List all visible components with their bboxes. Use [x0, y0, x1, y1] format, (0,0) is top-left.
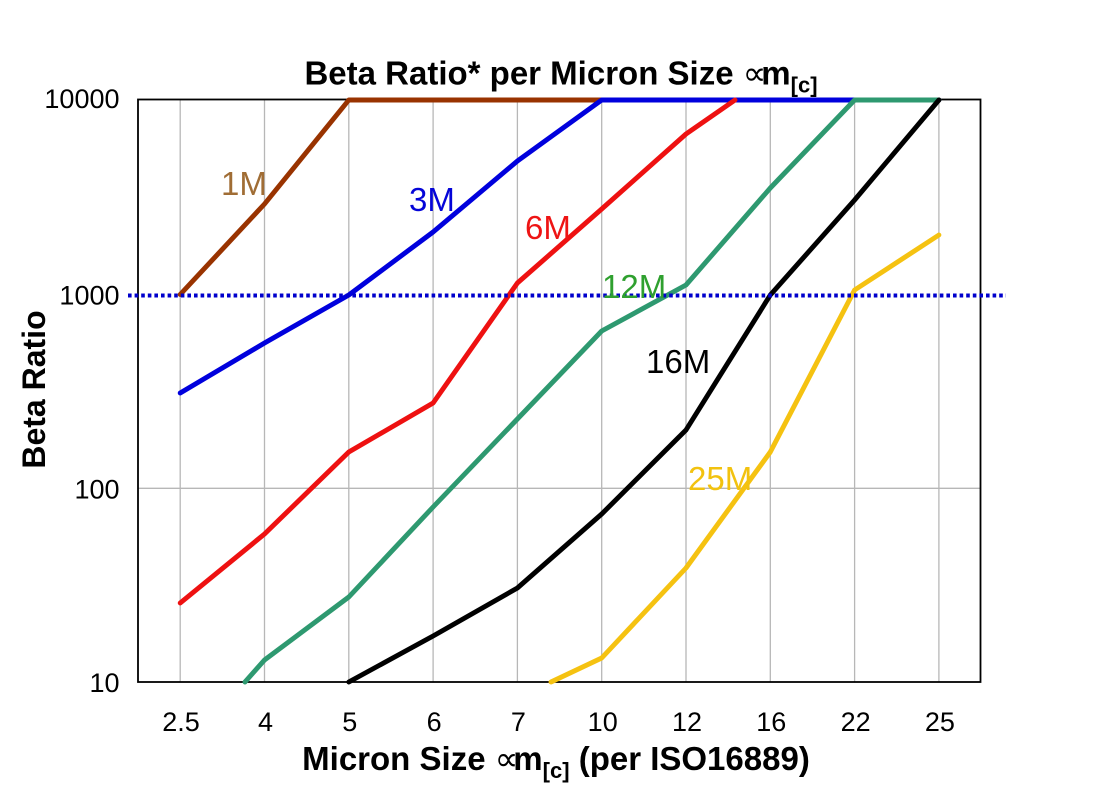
svg-text:12M: 12M [602, 268, 666, 305]
svg-text:Beta Ratio* per Micron Size ∝m: Beta Ratio* per Micron Size ∝m[c] [304, 55, 817, 98]
svg-text:16M: 16M [646, 343, 710, 380]
svg-text:22: 22 [841, 707, 871, 737]
svg-text:6M: 6M [525, 209, 571, 246]
svg-text:7: 7 [511, 707, 526, 737]
svg-text:100: 100 [74, 474, 119, 504]
svg-text:10000: 10000 [44, 84, 119, 114]
svg-text:25: 25 [925, 707, 955, 737]
svg-text:1000: 1000 [59, 281, 119, 311]
svg-text:2.5: 2.5 [162, 707, 200, 737]
svg-text:16: 16 [756, 707, 786, 737]
svg-text:Micron Size ∝m[c] (per ISO1688: Micron Size ∝m[c] (per ISO16889) [302, 740, 810, 783]
svg-text:10: 10 [588, 707, 618, 737]
svg-text:12: 12 [672, 707, 702, 737]
svg-text:10: 10 [89, 668, 119, 698]
svg-text:3M: 3M [409, 181, 455, 218]
svg-text:4: 4 [258, 707, 273, 737]
svg-text:Beta Ratio: Beta Ratio [16, 310, 52, 468]
svg-text:6: 6 [427, 707, 442, 737]
svg-text:5: 5 [342, 707, 357, 737]
svg-text:25M: 25M [688, 460, 752, 497]
svg-text:1M: 1M [221, 165, 267, 202]
